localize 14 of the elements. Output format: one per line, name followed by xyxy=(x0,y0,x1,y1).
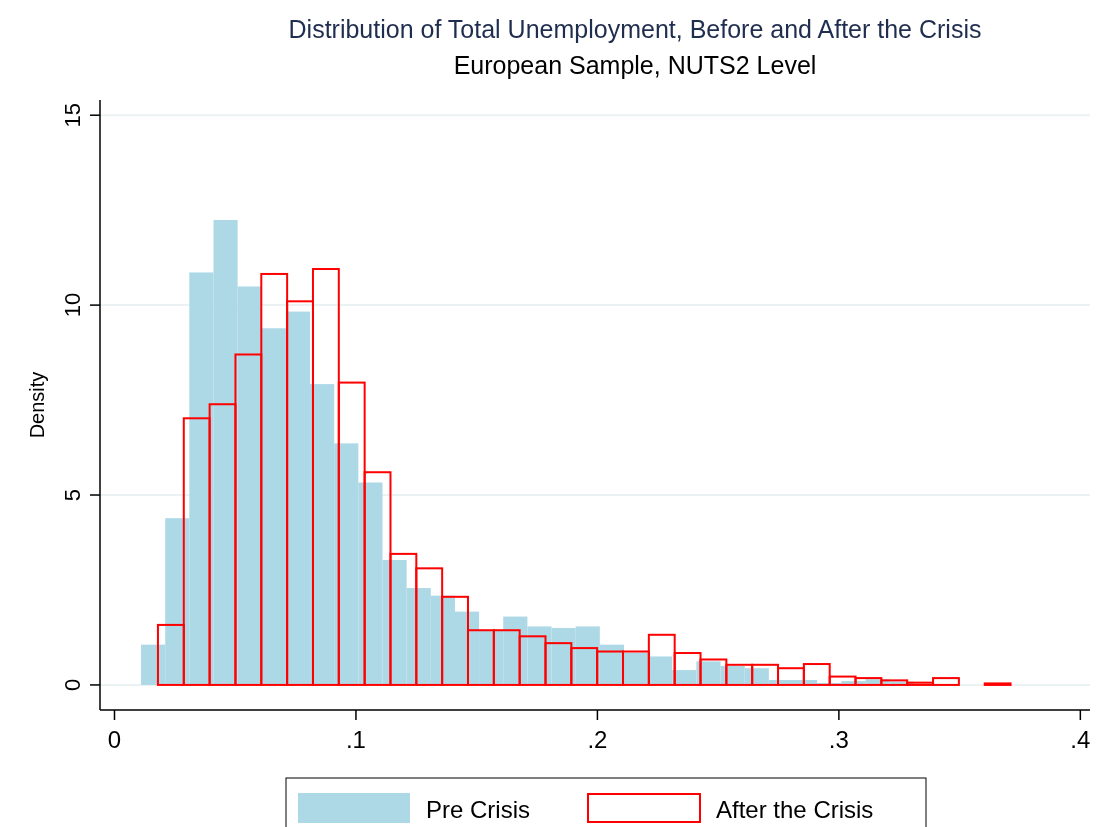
legend-label: After the Crisis xyxy=(716,796,874,823)
x-tick-label: .4 xyxy=(1070,726,1091,753)
y-axis-title: Density xyxy=(26,371,48,439)
x-tick-label: .1 xyxy=(345,726,366,753)
x-tick-label: 0 xyxy=(107,726,122,753)
legend-label: Pre Crisis xyxy=(426,796,531,823)
chart-subtitle: European Sample, NUTS2 Level xyxy=(453,51,817,79)
y-tick-label: 10 xyxy=(60,292,85,318)
y-tick-label: 5 xyxy=(60,488,85,502)
y-tick-label: 0 xyxy=(60,678,85,692)
x-tick-label: .2 xyxy=(587,726,608,753)
chart-title: Distribution of Total Unemployment, Before and After the Crisis xyxy=(288,15,982,43)
x-tick-label: .3 xyxy=(828,726,849,753)
y-tick-label: 15 xyxy=(60,102,85,128)
